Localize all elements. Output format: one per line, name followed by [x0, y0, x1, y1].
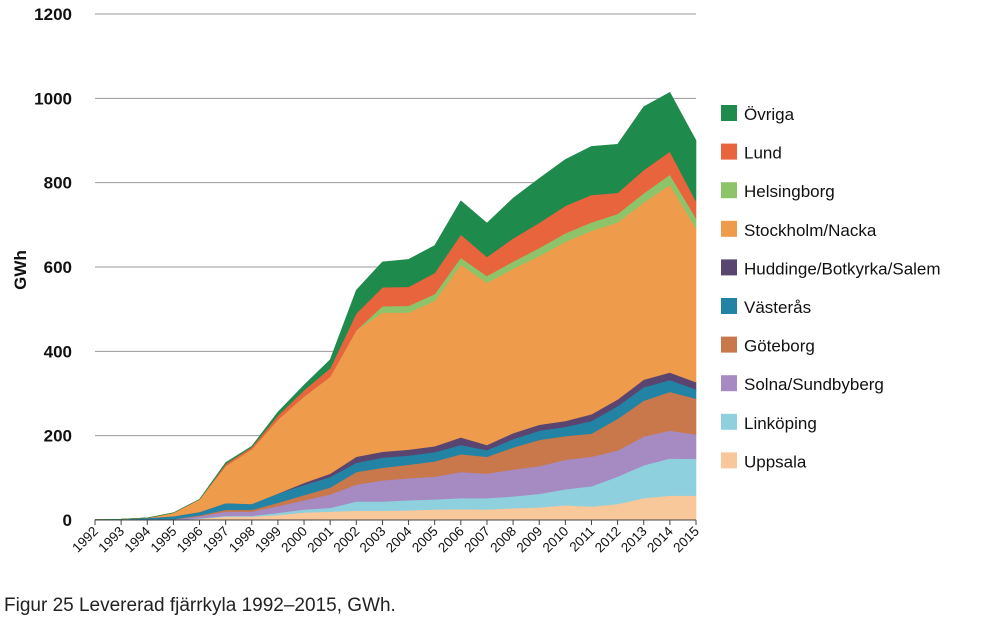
- y-tick-label: 800: [44, 174, 72, 193]
- area-series-group: [94, 92, 697, 521]
- x-tick-label: 2000: [278, 524, 310, 556]
- legend-label: Övriga: [744, 105, 795, 124]
- x-tick-label: 2004: [383, 523, 415, 555]
- x-tick-label: 2013: [618, 524, 650, 556]
- legend-label: Lund: [744, 144, 782, 163]
- legend-label: Västerås: [744, 298, 811, 317]
- legend-swatch: [721, 413, 737, 430]
- legend-label: Helsingborg: [744, 182, 835, 201]
- legend-swatch: [721, 452, 737, 469]
- legend-swatch: [721, 336, 737, 353]
- x-tick-label: 2015: [670, 524, 702, 556]
- y-tick-label: 1000: [34, 89, 72, 108]
- figure-caption: Figur 25 Levererad fjärrkyla 1992–2015, …: [4, 595, 396, 616]
- x-tick-label: 2014: [644, 523, 676, 555]
- x-tick-label: 2012: [592, 524, 624, 556]
- x-tick-label: 1996: [174, 524, 206, 556]
- x-tick-label: 2002: [331, 524, 363, 556]
- legend-label: Stockholm/Nacka: [744, 221, 877, 240]
- legend-label: Solna/Sundbyberg: [744, 375, 884, 394]
- y-tick-label: 200: [44, 427, 72, 446]
- legend-swatch: [721, 182, 737, 199]
- legend-label: Huddinge/Botkyrka/Salem: [744, 259, 941, 278]
- x-tick-label: 1998: [226, 524, 258, 556]
- area--vriga: [94, 92, 697, 520]
- x-tick-label: 2005: [409, 524, 441, 556]
- y-tick-label: 1200: [34, 5, 72, 24]
- x-tick-label: 2010: [540, 524, 572, 556]
- x-tick-label: 1995: [148, 524, 180, 556]
- legend-label: Linköping: [744, 414, 817, 433]
- y-axis-ticks: 0 200 400 600 800 1000 1200: [34, 5, 72, 530]
- x-tick-label: 2008: [487, 524, 519, 556]
- legend-swatch: [721, 259, 737, 276]
- x-tick-label: 2009: [513, 524, 545, 556]
- x-tick-label: 2006: [435, 524, 467, 556]
- y-tick-label: 400: [44, 342, 72, 361]
- x-tick-label: 2011: [566, 524, 597, 555]
- y-tick-label: 0: [63, 511, 72, 530]
- legend-swatch: [721, 143, 737, 160]
- x-tick-label: 2007: [461, 524, 493, 556]
- x-tick-label: 1993: [95, 524, 127, 556]
- legend-swatch: [721, 220, 737, 237]
- x-axis-ticks: 1992199319941995199619971998199920002001…: [69, 520, 702, 555]
- y-tick-label: 600: [44, 258, 72, 277]
- x-tick-label: 1994: [122, 523, 154, 555]
- legend-label: Uppsala: [744, 452, 807, 471]
- x-tick-label: 2003: [357, 524, 389, 556]
- legend-swatch: [721, 105, 737, 121]
- legend: Övriga Lund Helsingborg Stockholm/Nacka Hudd…: [721, 105, 941, 471]
- y-axis-label: GWh: [11, 250, 30, 290]
- legend-swatch: [721, 375, 737, 392]
- x-tick-label: 1992: [69, 524, 101, 556]
- x-tick-label: 1999: [252, 524, 284, 556]
- x-tick-label: 2001: [304, 524, 336, 556]
- x-tick-label: 1997: [200, 524, 232, 556]
- legend-label: Göteborg: [744, 337, 815, 356]
- legend-swatch: [721, 298, 737, 314]
